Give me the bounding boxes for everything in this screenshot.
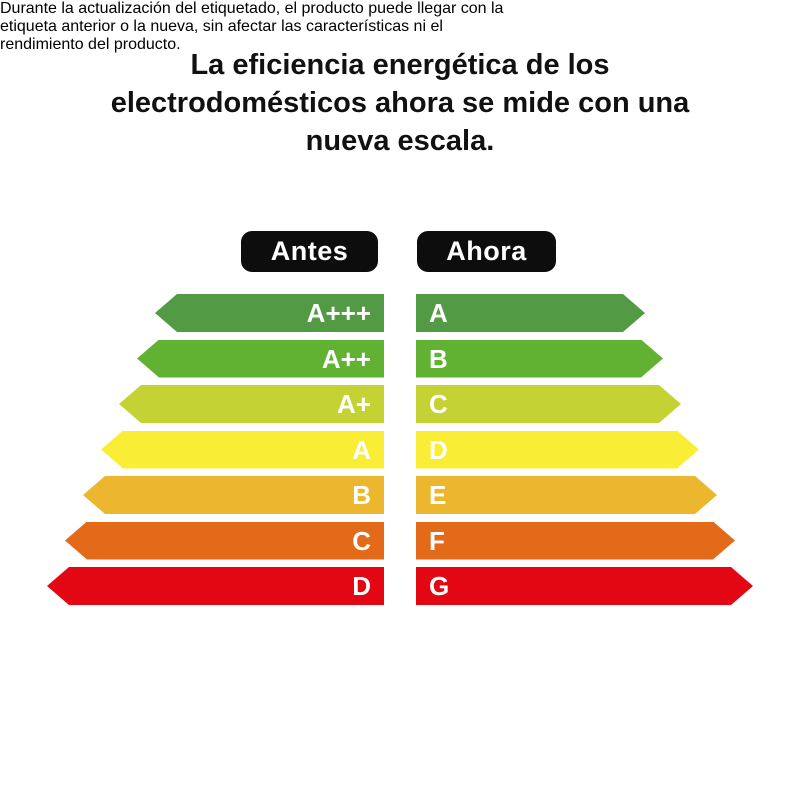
footer-line: etiqueta anterior o la nueva, sin afecta… — [0, 18, 443, 35]
title-line: nueva escala. — [305, 125, 495, 157]
scale-row: A++ B — [0, 339, 800, 378]
after-badge: Ahora — [417, 231, 556, 272]
scale-row: A D — [0, 430, 800, 469]
after-rating-label: F — [429, 525, 445, 556]
before-rating-label: A+ — [337, 389, 371, 419]
scale-row: B E — [0, 476, 800, 514]
after-rating-arrow: E — [416, 476, 717, 514]
before-rating-arrow: D — [47, 567, 384, 605]
energy-scale: A+++ A A++ B A+ C A — [0, 294, 800, 613]
after-rating-arrow: A — [416, 294, 645, 332]
after-rating-label: A — [429, 298, 448, 328]
footer-line: rendimiento del producto. — [0, 36, 181, 53]
scale-row: A+ C — [0, 385, 800, 423]
title-line: electrodomésticos ahora se mide con una — [110, 87, 690, 119]
after-rating-arrow: B — [416, 340, 663, 378]
scale-row: D G — [0, 567, 800, 605]
after-rating-label: C — [429, 389, 448, 419]
before-rating-arrow: A+++ — [155, 294, 384, 332]
after-rating-label: G — [429, 571, 450, 601]
before-rating-arrow: C — [65, 521, 384, 560]
before-rating-label: C — [352, 525, 371, 556]
after-rating-label: E — [429, 480, 447, 510]
before-rating-arrow: A — [101, 430, 384, 469]
before-rating-label: D — [352, 571, 371, 601]
before-rating-arrow: A++ — [137, 339, 384, 378]
after-rating-label: D — [429, 434, 448, 465]
scale-row: A+++ A — [0, 294, 800, 332]
footer-line: Durante la actualización del etiquetado,… — [0, 0, 504, 17]
after-rating-arrow: F — [416, 522, 735, 560]
page-title: La eficiencia energética de los electrod… — [40, 46, 760, 160]
before-rating-label: A+++ — [306, 298, 371, 328]
before-badge: Antes — [241, 231, 378, 272]
after-rating-label: B — [429, 343, 448, 374]
before-rating-label: B — [352, 480, 371, 510]
before-rating-arrow: A+ — [119, 385, 384, 423]
before-rating-arrow: B — [83, 476, 384, 514]
before-rating-label: A — [352, 434, 371, 465]
before-rating-label: A++ — [321, 343, 371, 374]
title-line: La eficiencia energética de los — [190, 49, 610, 81]
after-rating-arrow: G — [416, 567, 753, 605]
after-rating-arrow: D — [416, 431, 699, 469]
after-rating-arrow: C — [416, 385, 681, 423]
scale-row: C F — [0, 521, 800, 560]
